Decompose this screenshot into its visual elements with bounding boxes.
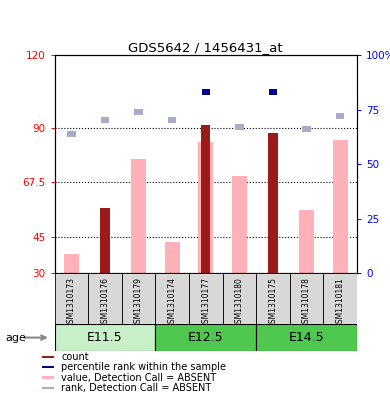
Bar <box>43 376 54 379</box>
Bar <box>290 273 323 324</box>
Text: GSM1310181: GSM1310181 <box>335 277 344 328</box>
Bar <box>100 208 110 273</box>
Text: count: count <box>61 352 89 362</box>
Bar <box>155 273 189 324</box>
Bar <box>155 324 256 351</box>
Bar <box>299 210 314 273</box>
Bar <box>131 159 146 273</box>
Bar <box>88 273 122 324</box>
Bar <box>268 132 278 273</box>
Text: E14.5: E14.5 <box>289 331 324 344</box>
Text: GSM1310176: GSM1310176 <box>101 277 110 328</box>
Bar <box>168 118 176 123</box>
Bar <box>135 109 143 115</box>
Bar <box>64 254 79 273</box>
Text: value, Detection Call = ABSENT: value, Detection Call = ABSENT <box>61 373 216 382</box>
Bar <box>122 273 155 324</box>
Bar <box>67 130 76 137</box>
Bar <box>43 366 54 368</box>
Bar <box>55 324 155 351</box>
Bar <box>235 124 243 130</box>
Title: GDS5642 / 1456431_at: GDS5642 / 1456431_at <box>128 41 283 54</box>
Text: GSM1310179: GSM1310179 <box>134 277 143 328</box>
Bar <box>202 89 210 95</box>
Bar <box>101 118 109 123</box>
Bar <box>165 242 180 273</box>
Text: E12.5: E12.5 <box>188 331 223 344</box>
Bar <box>256 324 357 351</box>
Text: GSM1310173: GSM1310173 <box>67 277 76 328</box>
Bar <box>256 273 290 324</box>
Bar <box>43 387 54 389</box>
Bar <box>232 176 247 273</box>
Text: E11.5: E11.5 <box>87 331 123 344</box>
Text: GSM1310180: GSM1310180 <box>235 277 244 328</box>
Bar <box>189 273 223 324</box>
Bar <box>43 356 54 358</box>
Bar <box>201 125 211 273</box>
Bar <box>223 273 256 324</box>
Text: age: age <box>6 332 27 343</box>
Bar <box>323 273 357 324</box>
Bar <box>198 142 213 273</box>
Text: GSM1310177: GSM1310177 <box>201 277 210 328</box>
Bar <box>333 140 347 273</box>
Text: rank, Detection Call = ABSENT: rank, Detection Call = ABSENT <box>61 383 211 393</box>
Bar <box>55 273 88 324</box>
Bar <box>336 113 344 119</box>
Bar <box>269 89 277 95</box>
Text: percentile rank within the sample: percentile rank within the sample <box>61 362 226 372</box>
Text: GSM1310174: GSM1310174 <box>168 277 177 328</box>
Text: GSM1310175: GSM1310175 <box>268 277 277 328</box>
Text: GSM1310178: GSM1310178 <box>302 277 311 328</box>
Bar <box>302 126 311 132</box>
